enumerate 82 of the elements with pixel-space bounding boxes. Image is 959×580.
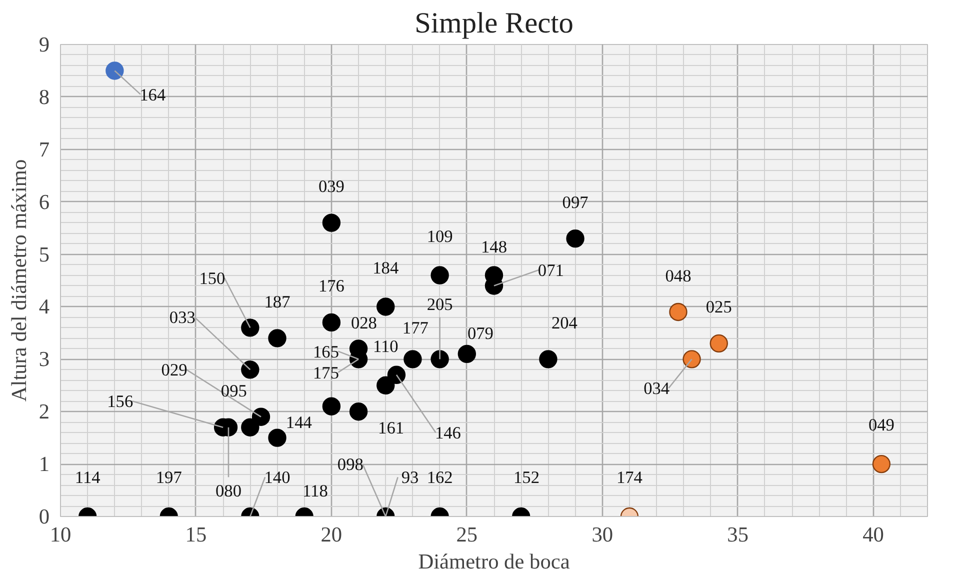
annotation: 161	[378, 418, 404, 438]
annotation: 140	[264, 468, 290, 488]
annotation: 164	[140, 85, 166, 104]
point	[252, 408, 270, 426]
annotation: 114	[74, 468, 101, 488]
annotation: 079	[467, 324, 494, 343]
annotation: 110	[372, 337, 398, 356]
point	[430, 350, 449, 368]
x-tick-label: 10	[50, 522, 72, 546]
annotation: 175	[313, 363, 340, 382]
annotation: 146	[434, 424, 462, 443]
y-tick-label: 1	[38, 452, 50, 476]
point	[872, 454, 891, 474]
point	[669, 302, 688, 322]
annotation: 187	[264, 292, 291, 312]
annotation: 109	[426, 226, 453, 246]
x-tick-label: 40	[862, 522, 884, 546]
y-tick-label: 5	[38, 242, 50, 266]
y-tick-label: 2	[38, 400, 50, 424]
annotation: 165	[313, 342, 340, 362]
y-tick-label: 4	[38, 294, 50, 319]
point	[322, 214, 341, 232]
x-tick-label: 35	[727, 522, 749, 546]
annotation: 162	[426, 468, 453, 488]
y-tick-label: 9	[38, 32, 50, 56]
annotation: 204	[551, 313, 578, 332]
point	[404, 350, 422, 368]
annotation: 93	[401, 468, 419, 488]
annotation: 156	[107, 392, 134, 412]
annotation: 048	[665, 266, 692, 286]
annotation: 098	[337, 455, 364, 474]
annotation: 095	[220, 382, 247, 401]
point	[268, 428, 286, 447]
annotation: 034	[644, 379, 670, 398]
x-axis-title: Diámetro de boca	[418, 550, 570, 574]
point	[241, 360, 260, 379]
annotation: 205	[426, 295, 453, 314]
y-tick-label: 3	[38, 347, 50, 372]
point	[322, 313, 341, 332]
annotation: 097	[562, 192, 589, 212]
annotation: 025	[706, 298, 732, 317]
annotation: 177	[402, 318, 429, 338]
annotation: 028	[350, 313, 377, 332]
annotation: 197	[156, 468, 182, 488]
chart-title: Simple Recto	[414, 8, 574, 40]
annotation: 184	[372, 258, 399, 278]
annotation: 033	[169, 308, 196, 328]
y-tick-label: 6	[38, 190, 50, 214]
y-tick-label: 0	[38, 504, 50, 528]
point	[566, 229, 584, 248]
annotation: 150	[199, 268, 226, 288]
annotation: 144	[286, 413, 312, 432]
point	[241, 318, 260, 337]
point	[322, 397, 341, 416]
point	[458, 344, 476, 364]
annotation: 071	[538, 261, 564, 280]
x-tick-label: 15	[185, 522, 207, 546]
annotation: 039	[318, 177, 344, 196]
point	[539, 350, 558, 368]
point	[268, 329, 286, 348]
y-tick-label: 7	[38, 137, 50, 162]
annotation: 029	[161, 360, 188, 380]
point	[241, 418, 260, 436]
point	[106, 62, 124, 80]
point	[710, 334, 728, 353]
annotation: 148	[481, 237, 508, 256]
annotation: 118	[302, 481, 328, 500]
x-tick-label: 25	[456, 522, 478, 546]
annotation: 176	[318, 276, 345, 296]
point	[376, 298, 395, 316]
annotation: 049	[868, 416, 894, 435]
x-tick-label: 30	[592, 522, 614, 546]
point	[682, 350, 701, 368]
y-axis-title: Altura del diámetro máximo	[6, 159, 31, 402]
point	[376, 376, 395, 394]
annotation: 152	[514, 468, 540, 488]
point	[349, 402, 368, 421]
y-tick-label: 8	[38, 84, 50, 109]
annotation: 174	[616, 468, 643, 488]
point	[430, 266, 449, 284]
x-tick-label: 20	[320, 522, 342, 546]
annotation: 080	[215, 481, 242, 500]
